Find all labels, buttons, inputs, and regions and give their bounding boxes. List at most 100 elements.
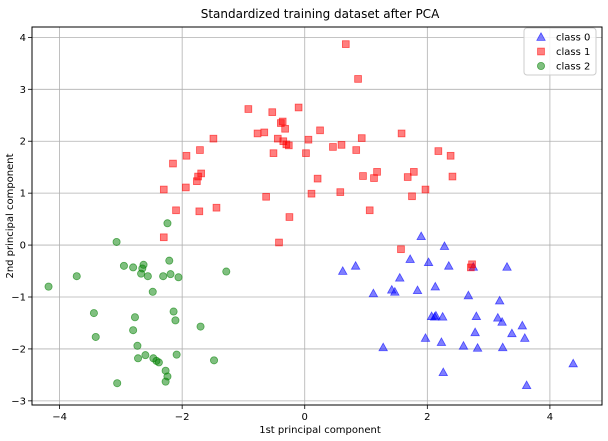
data-point-class-0 [438, 367, 449, 377]
data-point-class-1 [285, 141, 293, 150]
data-point-class-1 [403, 173, 412, 181]
grid [32, 27, 602, 405]
legend-label-class-1: class 1 [556, 47, 590, 58]
data-point-class-0 [405, 254, 416, 263]
data-point-class-1 [337, 141, 346, 149]
data-point-class-2 [148, 287, 157, 296]
data-point-class-0 [350, 260, 361, 270]
data-point-class-1 [262, 192, 270, 201]
data-point-class-1 [182, 183, 190, 192]
data-point-class-0 [502, 261, 512, 271]
data-point-class-0 [430, 281, 441, 291]
data-point-class-2 [222, 267, 231, 276]
data-point-class-2 [165, 256, 174, 265]
data-point-class-1 [468, 260, 476, 269]
x-tick-label: −2 [175, 412, 190, 423]
data-point-class-1 [172, 206, 180, 215]
data-point-class-2 [134, 354, 143, 363]
data-point-class-2 [210, 356, 219, 365]
data-point-class-1 [196, 146, 204, 154]
data-point-class-1 [448, 172, 457, 181]
data-point-class-0 [521, 380, 532, 390]
data-point-class-2 [163, 372, 172, 381]
data-point-class-1 [397, 245, 405, 254]
data-point-class-1 [302, 149, 310, 157]
data-point-class-1 [397, 129, 406, 138]
y-axis-label: 2nd principal component [5, 153, 16, 278]
data-point-class-2 [139, 260, 148, 269]
data-point-class-2 [141, 351, 150, 360]
axis-ticks: −4 −2 0 2 4 −3 −2 −1 0 1 2 3 4 [11, 33, 553, 423]
data-point-class-0 [416, 231, 427, 241]
y-tick-label: 2 [20, 137, 26, 148]
data-point-class-1 [446, 151, 455, 160]
data-point-class-0 [431, 310, 441, 320]
data-point-class-2 [154, 358, 163, 367]
y-tick-label: 4 [20, 33, 26, 44]
data-point-class-1 [357, 134, 366, 142]
data-point-class-2 [130, 313, 139, 322]
data-point-class-0 [470, 327, 481, 337]
data-point-class-1 [197, 169, 205, 178]
data-point-class-2 [72, 272, 81, 281]
legend-marker-class-2 [537, 62, 546, 71]
data-point-class-1 [365, 206, 374, 215]
data-point-class-1 [307, 189, 316, 198]
series-class-1 [159, 40, 476, 272]
data-point-class-0 [389, 286, 400, 296]
data-point-class-2 [143, 272, 152, 281]
y-tick-label: 1 [20, 189, 26, 200]
data-point-class-0 [492, 312, 503, 322]
data-point-class-1 [268, 108, 277, 116]
data-point-class-1 [313, 174, 322, 183]
legend-marker-class-0 [536, 31, 546, 41]
series-class-2 [44, 219, 231, 388]
data-point-class-0 [443, 260, 454, 270]
y-tick-label: −1 [11, 293, 26, 304]
data-point-class-1 [275, 238, 283, 247]
data-point-class-1 [352, 146, 361, 154]
data-point-class-1 [253, 129, 262, 138]
data-point-class-0 [497, 316, 507, 326]
data-point-class-1 [410, 168, 418, 176]
data-point-class-1 [182, 151, 191, 160]
data-point-class-2 [163, 219, 172, 228]
data-point-class-1 [370, 174, 378, 182]
data-point-class-0 [394, 272, 405, 282]
y-tick-label: −3 [11, 396, 26, 407]
data-point-class-1 [212, 203, 221, 212]
data-point-class-0 [497, 342, 508, 352]
data-point-class-2 [129, 326, 138, 335]
data-point-class-1 [304, 135, 313, 144]
data-point-class-1 [195, 207, 204, 216]
x-axis-label: 1st principal component [259, 425, 381, 436]
data-point-class-1 [159, 233, 168, 242]
data-point-class-1 [260, 128, 269, 137]
data-point-class-2 [112, 237, 121, 246]
data-point-class-1 [209, 134, 218, 143]
y-tick-label: 0 [20, 241, 26, 252]
data-point-class-2 [166, 270, 175, 279]
data-point-class-0 [494, 295, 505, 305]
data-point-class-2 [44, 282, 53, 291]
data-point-class-1 [434, 147, 443, 155]
data-point-class-2 [196, 322, 205, 331]
data-point-class-0 [517, 320, 528, 330]
data-point-class-2 [169, 307, 178, 316]
data-points [44, 40, 579, 390]
data-point-class-1 [408, 192, 416, 201]
data-point-class-2 [133, 341, 142, 350]
data-point-class-1 [294, 103, 303, 112]
data-point-class-0 [458, 340, 469, 350]
data-point-class-0 [463, 290, 474, 300]
data-point-class-2 [91, 332, 100, 341]
data-point-class-0 [423, 257, 434, 266]
data-point-class-2 [119, 261, 128, 270]
x-tick-label: 2 [424, 412, 430, 423]
data-point-class-0 [437, 311, 448, 321]
legend-label-class-2: class 2 [556, 62, 590, 73]
data-point-class-1 [354, 75, 362, 83]
data-point-class-0 [519, 332, 530, 342]
x-tick-label: 4 [547, 412, 553, 423]
data-point-class-2 [174, 273, 183, 282]
